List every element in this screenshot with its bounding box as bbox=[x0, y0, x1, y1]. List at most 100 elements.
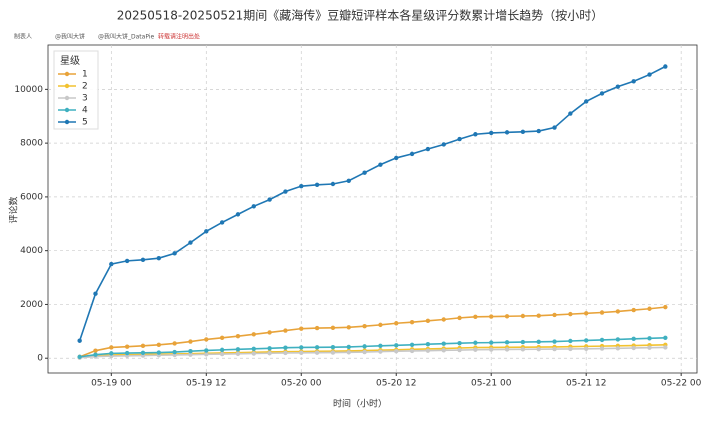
plot-frame bbox=[47, 44, 698, 374]
point bbox=[599, 337, 605, 343]
point bbox=[219, 351, 225, 357]
point bbox=[93, 352, 98, 357]
point bbox=[77, 338, 82, 343]
point bbox=[394, 349, 399, 354]
point bbox=[520, 339, 526, 345]
point bbox=[504, 130, 510, 135]
point bbox=[109, 351, 114, 356]
point bbox=[156, 342, 162, 347]
point bbox=[378, 349, 383, 354]
point bbox=[251, 332, 256, 337]
x-tick-label: 05-21 00 bbox=[471, 379, 512, 389]
point bbox=[156, 256, 162, 261]
point bbox=[647, 72, 652, 77]
point bbox=[93, 291, 98, 296]
point bbox=[362, 324, 367, 329]
point bbox=[631, 79, 636, 84]
point bbox=[251, 346, 256, 352]
point bbox=[172, 341, 177, 346]
point bbox=[441, 341, 446, 346]
source: 转载请注明出处 bbox=[158, 33, 200, 41]
point bbox=[346, 178, 351, 183]
point bbox=[457, 340, 462, 346]
point bbox=[615, 309, 621, 314]
point bbox=[457, 315, 462, 321]
legend-swatch bbox=[64, 107, 70, 113]
point bbox=[520, 313, 526, 319]
y-tick-label: 10000 bbox=[14, 85, 43, 95]
point bbox=[489, 340, 494, 345]
y-tick-label: 2000 bbox=[20, 300, 43, 310]
point bbox=[140, 343, 146, 349]
x-axis-label: 时间（小时） bbox=[333, 398, 387, 410]
point bbox=[188, 339, 193, 344]
point bbox=[188, 352, 193, 357]
point bbox=[663, 335, 668, 340]
point bbox=[536, 347, 541, 352]
point bbox=[109, 345, 114, 350]
point bbox=[536, 128, 541, 134]
point bbox=[267, 197, 272, 202]
point bbox=[124, 344, 130, 349]
point bbox=[599, 91, 605, 96]
point bbox=[409, 342, 415, 347]
y-tick-label: 6000 bbox=[20, 192, 43, 202]
point bbox=[441, 317, 446, 322]
point bbox=[346, 350, 351, 355]
legend-title: 星级 bbox=[60, 55, 80, 67]
line bbox=[79, 336, 666, 358]
point bbox=[394, 321, 399, 326]
point bbox=[93, 348, 98, 353]
line bbox=[79, 306, 666, 358]
point bbox=[663, 64, 668, 69]
point bbox=[77, 354, 82, 360]
point bbox=[631, 336, 636, 342]
point bbox=[552, 339, 557, 344]
point bbox=[362, 344, 367, 349]
point bbox=[299, 183, 304, 189]
point bbox=[251, 204, 256, 209]
point bbox=[378, 162, 383, 167]
point bbox=[330, 325, 336, 331]
point bbox=[615, 84, 621, 89]
point bbox=[346, 344, 351, 350]
point bbox=[504, 340, 510, 345]
point bbox=[204, 352, 209, 357]
point bbox=[552, 312, 557, 318]
legend-swatch bbox=[64, 83, 70, 89]
legend-swatch bbox=[64, 71, 70, 77]
point bbox=[362, 349, 367, 355]
point bbox=[124, 258, 130, 264]
point bbox=[204, 348, 209, 353]
point bbox=[299, 326, 304, 331]
point bbox=[283, 189, 288, 194]
point bbox=[267, 330, 272, 335]
point bbox=[235, 212, 241, 217]
point bbox=[299, 350, 304, 356]
point bbox=[267, 351, 272, 356]
point bbox=[631, 307, 636, 313]
point bbox=[378, 343, 383, 349]
point bbox=[520, 347, 526, 352]
point bbox=[489, 314, 494, 319]
point bbox=[583, 346, 589, 352]
point bbox=[314, 325, 320, 331]
point bbox=[599, 310, 605, 315]
chart-title: 20250518-20250521期间《藏海传》豆瓣短评样本各星级评分数累计增长… bbox=[117, 8, 604, 23]
point bbox=[489, 130, 494, 136]
y-tick-label: 4000 bbox=[20, 246, 43, 256]
point bbox=[235, 351, 241, 356]
point bbox=[204, 229, 209, 234]
point bbox=[109, 261, 114, 267]
point bbox=[647, 336, 652, 341]
point bbox=[124, 350, 130, 356]
point bbox=[425, 146, 431, 152]
point bbox=[615, 337, 621, 342]
point bbox=[473, 340, 478, 345]
source: 制表人 bbox=[14, 33, 32, 41]
point bbox=[631, 345, 636, 351]
x-tick-label: 05-22 00 bbox=[661, 379, 702, 389]
point bbox=[156, 350, 162, 355]
legend-label: 2 bbox=[82, 82, 88, 92]
point bbox=[346, 325, 351, 330]
